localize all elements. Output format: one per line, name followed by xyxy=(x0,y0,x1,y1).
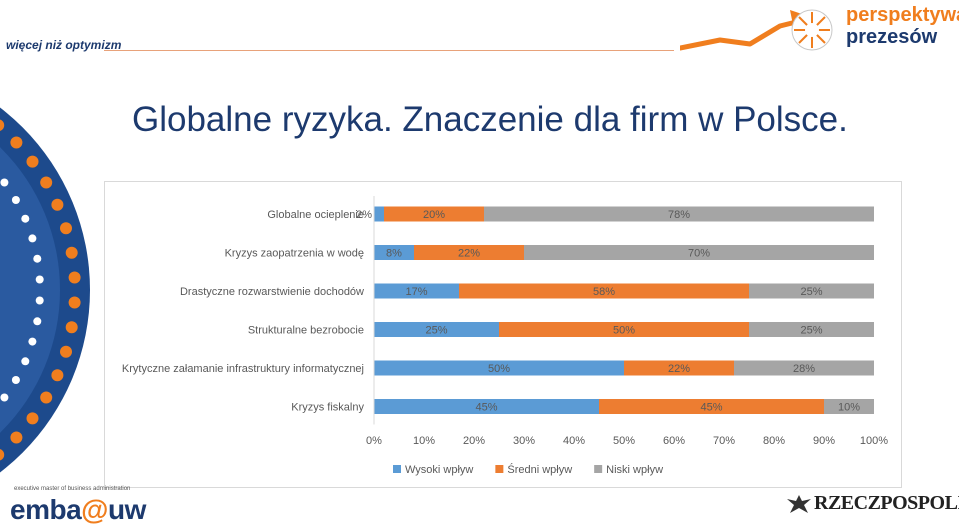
category-label: Globalne ocieplenie xyxy=(267,209,364,221)
partner-logo-text: RZECZPOSPOLITA xyxy=(814,492,959,514)
category-label: Strukturalne bezrobocie xyxy=(248,325,364,337)
slide-title: Globalne ryzyka. Znaczenie dla firm w Po… xyxy=(132,100,848,139)
bar-segment xyxy=(749,283,874,299)
data-label: 25% xyxy=(425,325,447,337)
bar-segment xyxy=(824,399,874,414)
data-label: 28% xyxy=(793,363,815,375)
decorative-sphere xyxy=(0,107,90,473)
bar-segment xyxy=(374,283,459,299)
bar-segment xyxy=(374,245,414,260)
x-tick-label: 20% xyxy=(463,435,485,447)
emba-logo-at: @ xyxy=(81,494,108,525)
emba-logo: emba@uw xyxy=(10,494,146,526)
data-label: 45% xyxy=(700,402,722,414)
category-label: Kryzys fiskalny xyxy=(291,402,364,414)
eagle-icon xyxy=(787,495,811,514)
data-label: 22% xyxy=(668,363,690,375)
x-tick-label: 0% xyxy=(366,435,382,447)
data-label: 58% xyxy=(593,286,615,298)
legend-swatch xyxy=(495,465,504,473)
x-tick-label: 50% xyxy=(613,435,635,447)
x-tick-label: 70% xyxy=(713,435,735,447)
x-tick-label: 100% xyxy=(860,435,888,447)
data-label: 78% xyxy=(668,209,690,221)
partner-logo: RZECZPOSPOLITA xyxy=(786,492,959,515)
category-label: Krytyczne załamanie infrastruktury infor… xyxy=(122,363,364,375)
bar-segment xyxy=(374,206,384,222)
bar-segment xyxy=(414,245,524,260)
emba-logo-suffix: uw xyxy=(107,494,146,525)
bar-segment xyxy=(499,322,749,337)
data-label: 70% xyxy=(688,248,710,260)
legend-label: Średni wpływ xyxy=(507,463,572,476)
data-label: 8% xyxy=(386,248,402,260)
data-label: 17% xyxy=(405,286,427,298)
bar-segment xyxy=(374,360,624,376)
bar-segment xyxy=(374,322,499,337)
category-label: Drastyczne rozwarstwienie dochodów xyxy=(180,286,364,298)
bar-segment xyxy=(624,360,734,376)
program-text: executive master of business administrat… xyxy=(14,486,131,492)
bar-segment xyxy=(524,245,874,260)
legend-swatch xyxy=(594,465,603,473)
bar-segment xyxy=(459,283,749,299)
bar-segment xyxy=(484,206,874,222)
x-tick-label: 90% xyxy=(813,435,835,447)
data-label: 20% xyxy=(423,209,445,221)
bar-segment xyxy=(749,322,874,337)
legend-label: Wysoki wpływ xyxy=(405,464,473,476)
x-tick-label: 10% xyxy=(413,435,435,447)
data-label: 45% xyxy=(475,402,497,414)
bar-segment xyxy=(734,360,874,376)
data-label: 22% xyxy=(458,248,480,260)
brand-name-line2: prezesów xyxy=(846,26,938,48)
x-tick-label: 40% xyxy=(563,435,585,447)
bar-segment xyxy=(374,399,599,414)
legend-label: Niski wpływ xyxy=(606,464,663,476)
legend-swatch xyxy=(393,465,401,473)
data-label: 50% xyxy=(488,363,510,375)
tagline: więcej niż optymizm xyxy=(6,38,122,52)
header-divider xyxy=(104,50,674,51)
chart-container: Globalne ocieplenie 2% 20% 78% Kryzys zaopat… xyxy=(104,181,902,488)
data-label: 10% xyxy=(838,402,860,414)
x-tick-label: 30% xyxy=(513,435,535,447)
data-label: 50% xyxy=(613,325,635,337)
data-label: 2% xyxy=(356,209,372,221)
bar-segment xyxy=(384,206,484,222)
bar-segment xyxy=(599,399,824,414)
data-label: 25% xyxy=(800,286,822,298)
category-label: Kryzys zaopatrzenia w wodę xyxy=(225,248,364,260)
brand-name-line1: perspektywa xyxy=(846,4,959,26)
x-tick-label: 80% xyxy=(763,435,785,447)
x-tick-label: 60% xyxy=(663,435,685,447)
emba-logo-main: emba xyxy=(10,494,82,525)
brand-logo-graphic xyxy=(680,9,833,51)
data-label: 25% xyxy=(800,325,822,337)
